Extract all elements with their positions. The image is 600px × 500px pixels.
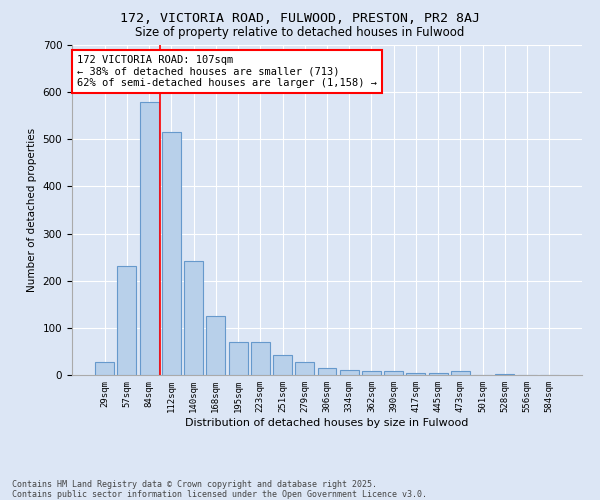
Bar bbox=[317, 368, 337, 375]
Bar bbox=[362, 371, 381, 375]
Bar bbox=[184, 261, 203, 375]
Bar bbox=[206, 316, 225, 375]
Text: Size of property relative to detached houses in Fulwood: Size of property relative to detached ho… bbox=[136, 26, 464, 39]
Bar bbox=[340, 370, 359, 375]
Bar bbox=[95, 362, 114, 375]
Bar bbox=[273, 354, 292, 375]
X-axis label: Distribution of detached houses by size in Fulwood: Distribution of detached houses by size … bbox=[185, 418, 469, 428]
Bar bbox=[229, 342, 248, 375]
Bar bbox=[295, 362, 314, 375]
Bar bbox=[451, 371, 470, 375]
Bar bbox=[162, 132, 181, 375]
Bar bbox=[384, 371, 403, 375]
Text: Contains HM Land Registry data © Crown copyright and database right 2025.
Contai: Contains HM Land Registry data © Crown c… bbox=[12, 480, 427, 499]
Text: 172, VICTORIA ROAD, FULWOOD, PRESTON, PR2 8AJ: 172, VICTORIA ROAD, FULWOOD, PRESTON, PR… bbox=[120, 12, 480, 26]
Bar bbox=[251, 342, 270, 375]
Bar bbox=[118, 266, 136, 375]
Bar bbox=[140, 102, 158, 375]
Y-axis label: Number of detached properties: Number of detached properties bbox=[27, 128, 37, 292]
Text: 172 VICTORIA ROAD: 107sqm
← 38% of detached houses are smaller (713)
62% of semi: 172 VICTORIA ROAD: 107sqm ← 38% of detac… bbox=[77, 55, 377, 88]
Bar bbox=[406, 372, 425, 375]
Bar bbox=[429, 372, 448, 375]
Bar bbox=[496, 374, 514, 375]
